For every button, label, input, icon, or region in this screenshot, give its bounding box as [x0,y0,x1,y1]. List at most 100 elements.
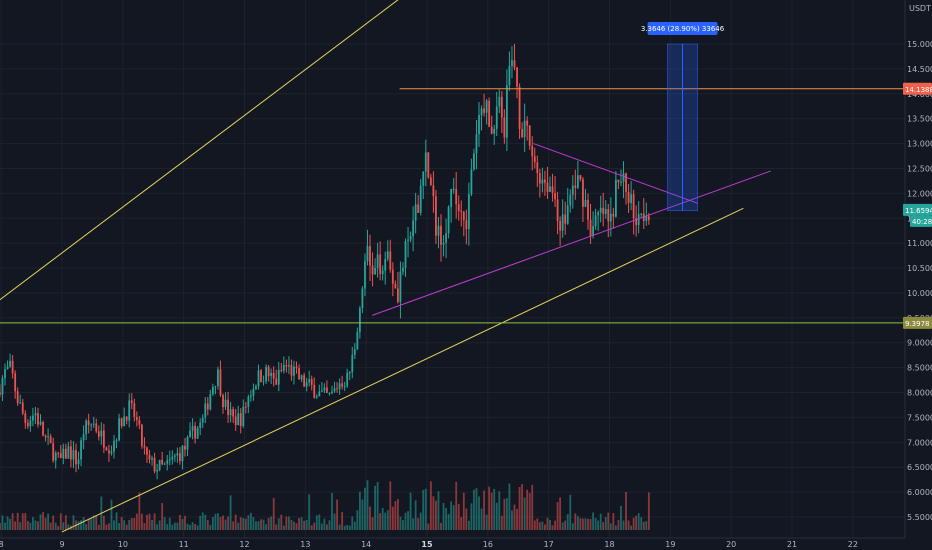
candle-body [249,395,252,397]
candle-body [503,117,506,138]
candle-body [303,375,306,387]
volume-bar [503,498,506,530]
price-axis[interactable]: USDT 15.000014.500014.000013.500013.0000… [907,4,932,522]
volume-bar [637,513,640,530]
volume-bar [427,523,430,530]
time-axis[interactable]: 8 9 10 11 12 13 14 15 16 17 18 19 20 21 22 [0,540,858,549]
volume-bar [255,521,257,530]
candle-body [566,205,569,224]
price-tick-label: 8.5000 [907,364,932,373]
volume-bar [49,522,52,530]
candle-body [475,134,478,154]
volume-bar [204,514,207,530]
candle-body [19,402,22,404]
candle-body [95,423,98,432]
time-tick-label: 19 [665,540,675,549]
volume-bar [298,518,300,530]
candle-body [0,392,1,395]
volume-bar [414,500,417,530]
volume-bar [0,523,1,530]
volume-bar [151,519,153,530]
volume-bar [26,520,29,530]
candle-body [485,100,488,113]
volume-bar [475,488,478,530]
volume-bar [338,524,341,530]
volume-bar [95,515,98,530]
time-tick-label: 12 [239,540,249,549]
candle-body [407,239,409,242]
candle-body [419,185,422,213]
volume-bar [460,517,463,530]
candle-body [26,422,29,427]
candle-body [32,415,34,421]
time-tick-label: 17 [544,540,554,549]
volume-bar [288,516,290,530]
resistance-price-tag: 14.1388 [905,86,932,94]
candle-body [184,445,186,450]
candle-body [353,349,356,355]
volume-bar [630,525,632,530]
candle-body [597,212,600,216]
volume-bar [249,512,252,530]
candle-body [493,128,496,134]
volume-bar [146,514,148,530]
target-label-bg [647,22,718,35]
candle-body [262,381,265,383]
candle-body [399,271,402,303]
candle-body [70,446,72,460]
candle-body [450,189,453,207]
candle-body [219,369,222,396]
candle-body [625,173,627,192]
countdown-tag-bg [910,215,932,227]
candle-body [105,447,108,451]
candle-body [440,225,442,245]
volume-bar [564,520,567,530]
candle-body [102,430,105,448]
volume-bar [320,523,323,530]
candle-body [72,450,75,460]
volume-bar [242,518,245,530]
volume-bar [87,519,90,530]
candle-body [559,220,562,231]
volume-bar [442,502,445,530]
candle-body [277,369,280,385]
volume-bar [574,513,577,530]
volume-bars [0,480,650,530]
candle-body [272,372,275,379]
candle-body [483,108,485,113]
candle-body [37,413,39,425]
candle-body [171,456,174,460]
volume-bar [511,510,513,530]
volume-bar [620,505,622,530]
candle-body [397,288,399,303]
candle-body [561,214,564,231]
volume-bar [189,524,191,530]
volume-bar [156,524,159,530]
volume-bar [566,514,569,530]
candle-body [173,455,176,457]
candle-body [44,435,47,438]
price-tick-label: 7.0000 [907,438,932,447]
volume-bar [219,517,222,530]
candle-body [452,188,455,190]
candle-body [232,409,235,417]
volume-bar [181,518,184,530]
volume-bar [587,518,589,530]
volume-bar [478,496,480,530]
volume-bar [300,517,303,530]
volume-bar [599,513,602,530]
volume-bar [412,518,415,530]
volume-bar [627,520,630,530]
candle-body [505,85,508,138]
volume-bar [333,513,336,530]
volume-bar [130,517,133,530]
candle-body [473,153,475,170]
currency-label: USDT [909,4,931,13]
candle-body [500,96,503,118]
volume-bar [102,515,105,530]
volume-bar [592,512,594,530]
candle-body [536,162,539,174]
drawing-tools[interactable]: 3.3646 (28.90%) 33646 [0,0,905,533]
candle-body [455,188,458,205]
